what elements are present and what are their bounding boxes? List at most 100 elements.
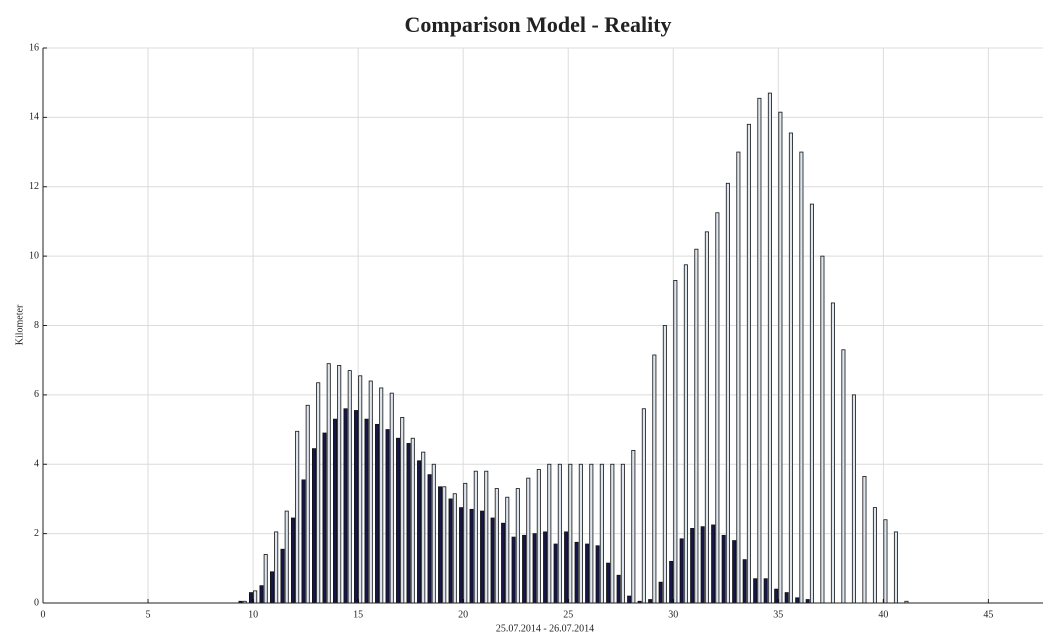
bar	[469, 508, 474, 604]
bar	[347, 370, 352, 604]
bar	[715, 212, 720, 604]
bar	[463, 482, 468, 604]
x-tick-label: 40	[878, 609, 888, 620]
bar	[704, 231, 709, 604]
bar	[595, 545, 600, 604]
bar	[820, 255, 825, 604]
bar	[490, 517, 495, 604]
bar	[253, 590, 258, 604]
bar	[616, 574, 621, 604]
bar	[379, 387, 384, 604]
bar	[459, 507, 464, 604]
bar	[526, 477, 531, 604]
x-tick-label: 30	[668, 609, 678, 620]
bar	[564, 531, 569, 604]
bar	[736, 151, 741, 604]
bar	[547, 463, 552, 604]
bar	[606, 562, 611, 604]
bar	[732, 540, 737, 604]
bar	[494, 488, 499, 604]
bar	[700, 526, 705, 604]
bar	[673, 280, 678, 604]
bar	[543, 531, 548, 604]
chart-title: Comparison Model - Reality	[404, 12, 671, 37]
bar	[805, 599, 810, 604]
bar	[431, 463, 436, 604]
bar	[263, 554, 268, 604]
x-tick-label: 5	[146, 609, 151, 620]
bar	[343, 408, 348, 604]
bar	[589, 463, 594, 604]
bar	[400, 417, 405, 604]
x-tick-label: 20	[458, 609, 468, 620]
y-tick-label: 4	[34, 459, 39, 470]
bar	[721, 534, 726, 604]
bar	[893, 531, 898, 604]
bar	[290, 517, 296, 604]
bar	[648, 599, 653, 604]
bar	[778, 111, 783, 604]
bar	[284, 510, 289, 604]
bar	[322, 432, 327, 604]
bar	[515, 488, 520, 604]
bar	[354, 410, 359, 604]
bar	[410, 437, 415, 604]
bar	[511, 536, 516, 604]
bar	[757, 97, 762, 604]
bar	[610, 463, 615, 604]
bar	[295, 430, 300, 604]
bar	[746, 123, 751, 604]
bar	[568, 463, 573, 604]
bar	[809, 203, 814, 604]
bar	[505, 496, 510, 604]
x-tick-label: 25	[563, 609, 573, 620]
bar	[679, 538, 684, 604]
bar	[448, 498, 453, 604]
y-tick-label: 12	[29, 181, 39, 192]
bar	[389, 392, 394, 604]
bar	[774, 588, 779, 604]
y-tick-label: 10	[29, 250, 39, 261]
y-tick-label: 8	[34, 320, 39, 331]
bar	[872, 507, 877, 604]
bar	[627, 595, 632, 604]
bar	[536, 469, 541, 604]
bar	[553, 543, 558, 604]
y-tick-label: 14	[29, 112, 39, 123]
y-tick-label: 0	[34, 597, 39, 608]
bar	[652, 354, 657, 604]
bar	[484, 470, 489, 604]
bar	[574, 541, 579, 604]
bar	[711, 524, 716, 604]
bar	[662, 325, 667, 604]
bar	[480, 510, 485, 604]
bar	[631, 449, 636, 604]
bar	[442, 486, 447, 604]
bar	[851, 394, 856, 604]
bar	[375, 423, 380, 604]
y-tick-label: 6	[34, 389, 39, 400]
bar	[690, 528, 695, 604]
x-tick-label: 0	[41, 609, 46, 620]
bar	[274, 531, 279, 604]
bar	[522, 534, 527, 604]
bar	[763, 578, 768, 604]
bar	[501, 522, 506, 604]
bar	[280, 548, 285, 604]
bar	[658, 581, 663, 604]
bar	[557, 463, 562, 604]
bar	[641, 408, 646, 604]
bar	[862, 475, 867, 604]
bar	[683, 264, 688, 604]
bar	[312, 448, 317, 604]
bar	[259, 585, 264, 604]
x-tick-label: 10	[248, 609, 258, 620]
x-tick-label: 35	[773, 609, 783, 620]
bar	[305, 404, 310, 604]
bar	[326, 363, 331, 604]
bar	[578, 463, 583, 604]
bar	[767, 92, 772, 604]
x-axis-label: 25.07.2014 - 26.07.2014	[496, 623, 594, 634]
bar	[620, 463, 625, 604]
